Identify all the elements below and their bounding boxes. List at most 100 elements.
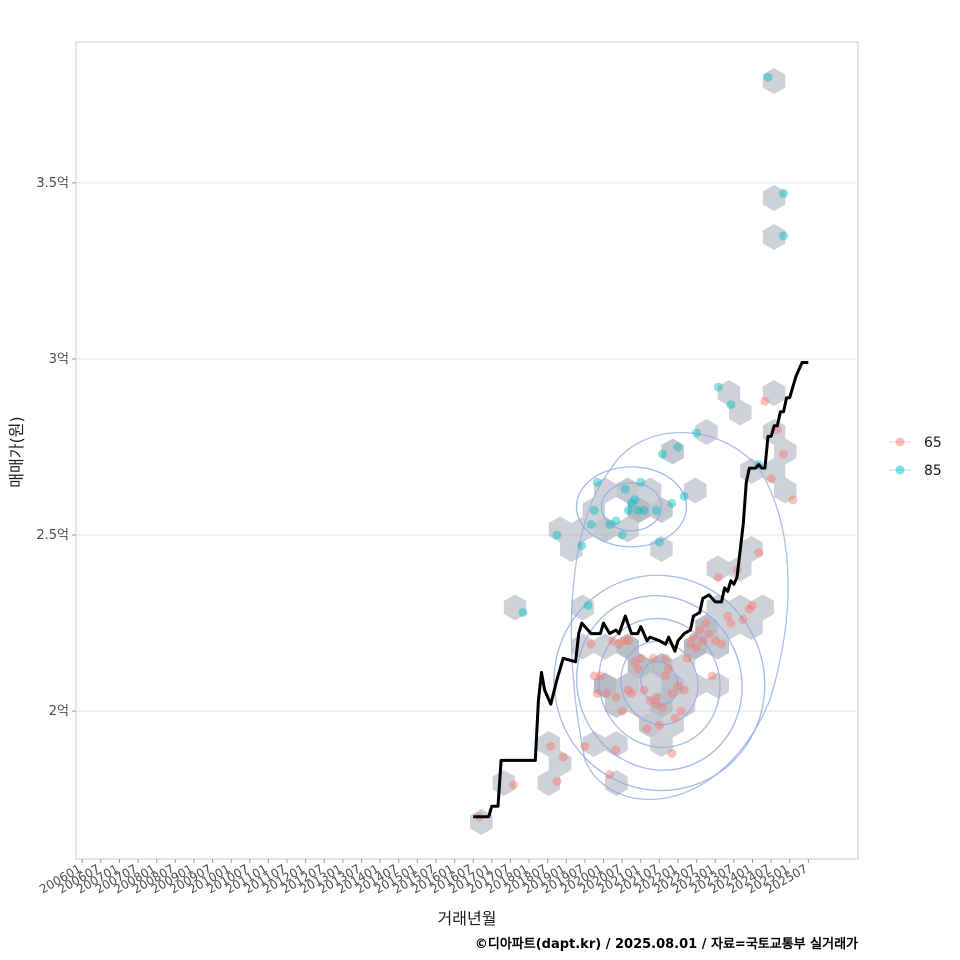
point-65 <box>611 692 621 702</box>
hexbin-cell <box>593 516 617 543</box>
scatter-points <box>474 72 798 822</box>
point-85 <box>623 505 633 515</box>
point-65 <box>744 604 754 614</box>
y-axis-title: 매매가(원) <box>7 416 26 487</box>
grid-lines <box>76 182 858 712</box>
hexbin-cell <box>740 614 763 640</box>
hexbin-cell <box>537 770 561 796</box>
point-65 <box>710 636 720 646</box>
hexbin-cell <box>627 653 651 679</box>
point-65 <box>717 639 726 649</box>
point-85 <box>633 505 643 515</box>
legend-label-65: 65 <box>924 435 942 451</box>
density-contour-4 <box>576 594 743 771</box>
point-65 <box>602 689 612 698</box>
point-85 <box>658 449 667 459</box>
point-85 <box>667 498 677 508</box>
point-65 <box>701 618 711 628</box>
x-axis-ticks: 2006012006072007012007072008012008072009… <box>37 859 810 897</box>
point-85 <box>726 400 736 410</box>
point-65 <box>760 396 770 406</box>
hexbin-cell <box>616 516 639 543</box>
point-65 <box>661 653 671 663</box>
point-85 <box>654 537 664 547</box>
point-85 <box>627 498 636 508</box>
hexbin-cell <box>605 692 628 718</box>
point-65 <box>509 780 518 790</box>
trend-line <box>473 361 809 819</box>
hexbin-cell <box>695 614 718 640</box>
point-65 <box>673 681 683 691</box>
point-65 <box>630 657 640 667</box>
point-65 <box>658 703 667 713</box>
point-65 <box>620 636 630 646</box>
point-65 <box>623 685 633 695</box>
point-85 <box>763 72 773 82</box>
hexbin-cell <box>751 594 774 621</box>
point-85 <box>713 382 723 392</box>
point-65 <box>552 777 562 786</box>
point-85 <box>577 541 587 551</box>
hexbin-cell <box>548 516 572 543</box>
hexbin-cell <box>593 477 617 504</box>
point-65 <box>692 643 702 653</box>
density-contour-5 <box>553 574 766 792</box>
point-65 <box>654 720 664 730</box>
y-axis-ticks: 2억 2.5억 3억 3.5억 <box>36 176 76 719</box>
legend-key-65 <box>895 437 905 447</box>
point-85 <box>779 188 788 198</box>
point-65 <box>645 696 655 705</box>
hexbin-layer <box>470 68 797 835</box>
hexbin-cell <box>638 711 662 738</box>
point-85 <box>692 428 702 438</box>
point-65 <box>639 685 649 695</box>
point-65 <box>779 449 788 459</box>
hexbin-cell <box>537 731 561 757</box>
point-65 <box>698 636 708 646</box>
point-65 <box>614 639 624 649</box>
point-65 <box>623 636 633 646</box>
hexbin-cell <box>717 614 741 640</box>
point-65 <box>788 495 798 505</box>
y-tick-label: 3억 <box>49 352 69 367</box>
point-65 <box>748 600 757 610</box>
point-85 <box>589 505 599 515</box>
point-85 <box>620 484 630 494</box>
hexbin-cell <box>762 185 786 211</box>
density-contour-3 <box>598 617 721 749</box>
point-65 <box>670 713 680 723</box>
hexbin-cell <box>638 672 662 699</box>
point-85 <box>611 516 621 526</box>
hexbin-cell <box>661 672 684 699</box>
legend-label-85: 85 <box>924 463 942 479</box>
point-65 <box>580 741 590 751</box>
point-65 <box>627 689 636 698</box>
hexbin-cell <box>503 594 527 621</box>
point-65 <box>667 689 677 698</box>
hexbin-cell <box>717 380 741 406</box>
point-65 <box>642 724 652 734</box>
point-65 <box>723 611 733 621</box>
hexbin-cell <box>729 594 752 621</box>
point-85 <box>592 477 602 487</box>
point-65 <box>704 629 714 639</box>
hexbin-cell <box>729 399 752 426</box>
point-65 <box>695 625 705 635</box>
hexbin-cell <box>706 672 729 699</box>
point-65 <box>661 671 671 681</box>
hexbin-cell <box>661 438 684 465</box>
point-65 <box>676 706 686 716</box>
point-65 <box>689 632 698 642</box>
point-85 <box>779 231 788 241</box>
trend-line-layer <box>473 361 809 819</box>
y-tick-label: 2.5억 <box>36 528 69 543</box>
hexbin-cell <box>774 477 797 504</box>
density-contour-1 <box>640 660 679 706</box>
point-85 <box>679 491 689 501</box>
point-65 <box>754 548 764 558</box>
point-65 <box>648 653 658 663</box>
density-contour-upper-1 <box>600 482 663 532</box>
density-contour-upper-2 <box>575 466 688 548</box>
caption: ©디아파트(dapt.kr) / 2025.08.01 / 자료=국토교통부 실… <box>475 936 858 952</box>
